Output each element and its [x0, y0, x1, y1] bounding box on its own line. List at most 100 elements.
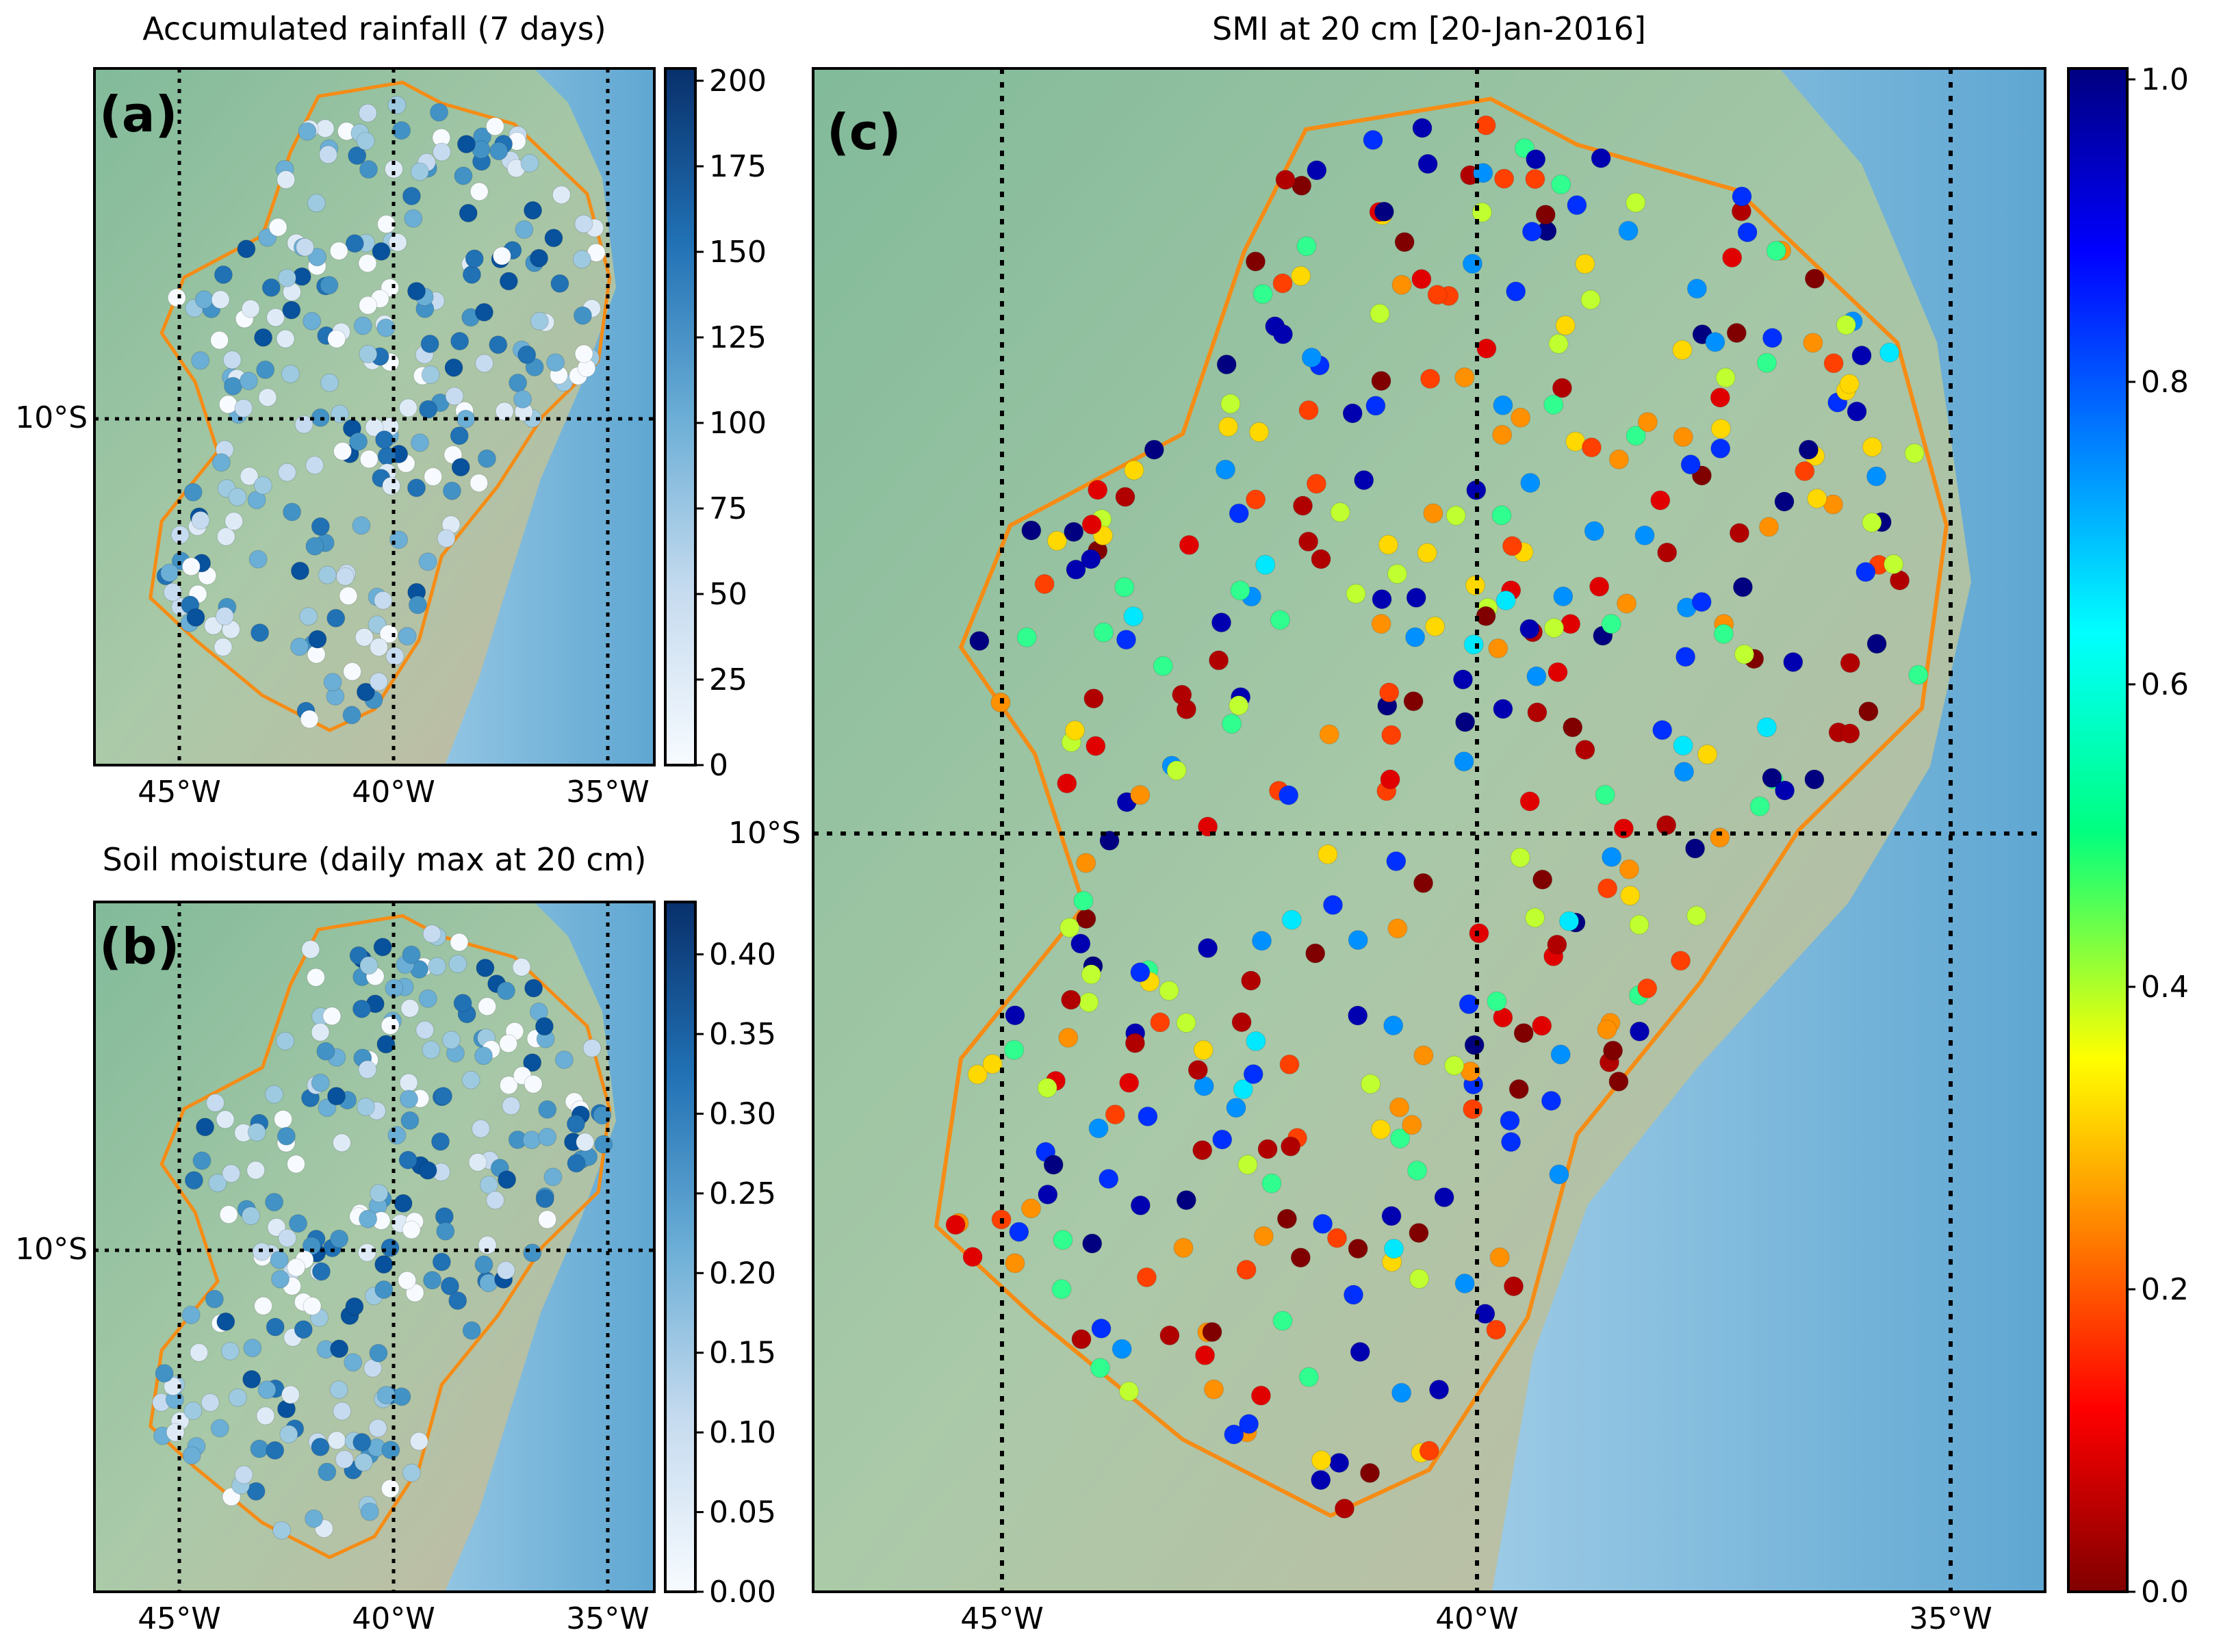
station-dot	[290, 637, 309, 656]
gridlines	[94, 68, 654, 765]
station-dot	[1159, 981, 1179, 1001]
station-dot	[524, 201, 542, 220]
station-dot	[1502, 536, 1522, 556]
panel-b-colorbar: 0.00 0.05 0.10 0.15 0.20 0.25 0.30 0.35 0.40	[664, 901, 776, 1610]
colorbar-tick-label: 0.15	[709, 1336, 776, 1371]
station-dot	[420, 335, 439, 353]
station-dot	[512, 957, 531, 977]
station-dot	[374, 591, 393, 610]
station-dot	[1500, 1111, 1520, 1131]
station-dot	[1291, 266, 1311, 286]
station-dot	[289, 1214, 307, 1233]
station-dot	[1381, 1206, 1402, 1226]
station-dot	[1608, 1071, 1629, 1092]
station-dot	[1051, 1279, 1072, 1300]
station-dot	[1233, 1079, 1253, 1100]
station-dot	[251, 623, 270, 643]
station-dot	[1114, 577, 1135, 597]
station-dot	[345, 234, 364, 253]
station-dot	[265, 1193, 284, 1212]
station-dot	[370, 1184, 389, 1203]
station-dot	[496, 981, 515, 1001]
station-dot	[160, 563, 179, 582]
station-dot	[1057, 773, 1077, 794]
station-dot	[268, 218, 287, 237]
station-dot	[1176, 1013, 1196, 1033]
station-dot	[1105, 1105, 1125, 1125]
station-dot	[1115, 487, 1135, 507]
station-dot	[1680, 454, 1701, 475]
station-dot	[962, 1247, 983, 1267]
station-dot	[1231, 1012, 1252, 1033]
station-dot	[1476, 115, 1496, 135]
station-dot	[523, 1243, 542, 1263]
station-dot	[329, 1380, 348, 1399]
station-dot	[248, 550, 268, 569]
station-dot	[300, 710, 319, 729]
station-dot	[1756, 717, 1777, 738]
station-dot	[543, 1167, 563, 1187]
station-dot	[1348, 930, 1368, 951]
station-dot	[1070, 933, 1091, 954]
station-dot	[1090, 1358, 1110, 1378]
station-dot	[448, 1291, 467, 1311]
station-dot	[496, 1261, 515, 1280]
station-dot	[356, 682, 375, 701]
colorbar-tick-label: 175	[709, 149, 767, 184]
station-dot	[1657, 542, 1678, 563]
station-dot	[1847, 401, 1867, 422]
station-dot	[1144, 439, 1164, 460]
station-dot	[1123, 606, 1144, 627]
station-dot	[479, 1175, 498, 1194]
station-dot	[182, 1446, 201, 1465]
station-dot	[552, 185, 571, 205]
station-dot	[1884, 554, 1904, 574]
station-dot	[1071, 1329, 1092, 1350]
station-dot	[1344, 1285, 1363, 1305]
station-dot	[196, 1118, 215, 1137]
station-dot	[1279, 785, 1299, 805]
station-dot	[1255, 554, 1276, 575]
station-dot	[1116, 630, 1136, 650]
station-dot	[434, 1087, 452, 1106]
station-dot	[1327, 1228, 1347, 1248]
station-dot	[1685, 838, 1706, 859]
station-dot	[214, 638, 233, 656]
station-dot	[1543, 394, 1564, 415]
station-dot	[428, 957, 446, 976]
panel-b-label: (b)	[99, 918, 179, 975]
colorbar-tick-label: 100	[709, 406, 767, 441]
station-dot	[356, 131, 375, 151]
panel-a-xticklabel-45w: 45°W	[138, 775, 221, 810]
station-dot	[400, 1111, 420, 1130]
station-dot	[509, 374, 528, 392]
station-dot	[1130, 785, 1151, 805]
panel-c-colorbar: 0.0 0.2 0.4 0.6 0.8 1.0	[2067, 62, 2189, 1610]
station-dot	[1360, 1462, 1380, 1483]
station-dot	[550, 274, 569, 293]
station-dot	[1417, 543, 1437, 563]
station-dot	[1489, 1247, 1510, 1267]
station-dot	[470, 182, 489, 201]
colorbar-tick-label: 0.30	[709, 1096, 776, 1131]
station-dot	[418, 552, 437, 571]
station-dot	[1674, 762, 1694, 782]
station-dot	[432, 1252, 451, 1272]
station-dot	[1348, 1239, 1368, 1259]
station-dot	[1342, 403, 1363, 424]
station-dot	[332, 1133, 351, 1152]
station-dot	[1365, 396, 1386, 416]
station-dot	[283, 502, 302, 521]
station-dot	[354, 1453, 373, 1472]
station-dot	[316, 1042, 335, 1061]
station-dot	[1617, 593, 1636, 614]
station-dot	[442, 481, 461, 500]
station-dot	[1153, 656, 1173, 676]
station-dot	[1795, 461, 1815, 481]
station-dot	[208, 1174, 227, 1193]
colorbar-tick-label: 50	[709, 577, 747, 612]
station-dot	[1065, 720, 1085, 740]
station-dot	[186, 608, 205, 627]
station-dot	[261, 278, 281, 297]
station-dot	[272, 1521, 292, 1540]
